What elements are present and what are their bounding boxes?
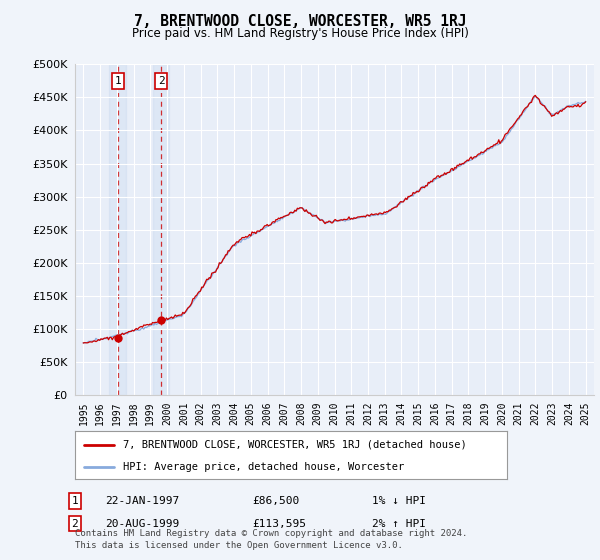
Text: £113,595: £113,595 — [252, 519, 306, 529]
Text: 2% ↑ HPI: 2% ↑ HPI — [372, 519, 426, 529]
Text: 1% ↓ HPI: 1% ↓ HPI — [372, 496, 426, 506]
Text: 20-AUG-1999: 20-AUG-1999 — [105, 519, 179, 529]
Text: HPI: Average price, detached house, Worcester: HPI: Average price, detached house, Worc… — [122, 462, 404, 472]
Text: 1: 1 — [115, 76, 121, 86]
Text: 22-JAN-1997: 22-JAN-1997 — [105, 496, 179, 506]
Text: £86,500: £86,500 — [252, 496, 299, 506]
Bar — [152, 64, 169, 395]
Bar — [109, 64, 126, 395]
Text: 1: 1 — [71, 496, 79, 506]
Text: 7, BRENTWOOD CLOSE, WORCESTER, WR5 1RJ (detached house): 7, BRENTWOOD CLOSE, WORCESTER, WR5 1RJ (… — [122, 440, 466, 450]
Text: 7, BRENTWOOD CLOSE, WORCESTER, WR5 1RJ: 7, BRENTWOOD CLOSE, WORCESTER, WR5 1RJ — [134, 14, 466, 29]
Text: 2: 2 — [71, 519, 79, 529]
Text: Contains HM Land Registry data © Crown copyright and database right 2024.
This d: Contains HM Land Registry data © Crown c… — [75, 529, 467, 550]
Text: Price paid vs. HM Land Registry's House Price Index (HPI): Price paid vs. HM Land Registry's House … — [131, 27, 469, 40]
Text: 2: 2 — [158, 76, 164, 86]
